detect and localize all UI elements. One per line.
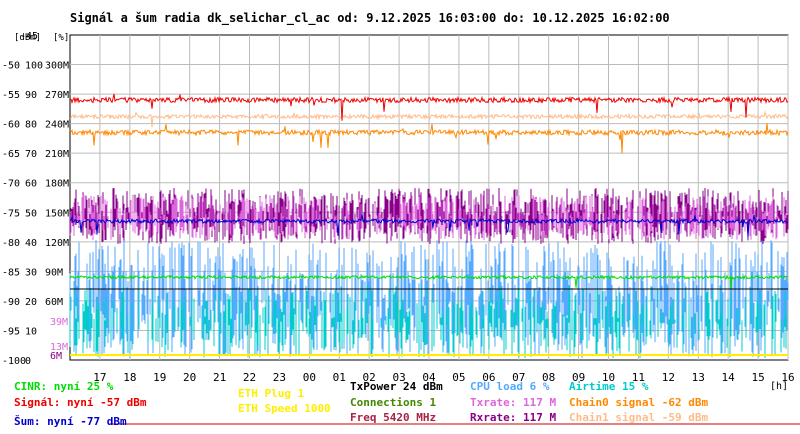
y-axis-pct-unit: [%] [53,33,69,43]
x-tick-label: 06 [482,371,495,384]
chart-title: Signál a šum radia dk_selichar_cl_ac od:… [70,11,670,26]
y-tick-dbm: -60 [2,120,20,131]
y-tick-rate: 300M [45,61,69,72]
x-tick-label: 12 [662,371,675,384]
y-tick-rate-small: 6M [50,351,62,362]
legend-chain0: Chain0 signal -62 dBm [569,396,709,409]
y-tick-pct: 0 [25,356,31,367]
x-tick-label: 18 [123,371,136,384]
y-tick-pct: 100 [25,61,43,72]
x-tick-label: 14 [722,371,736,384]
y-tick-dbm: -90 [2,297,20,308]
y-tick-dbm: -95 [2,326,20,337]
x-tick-label: 23 [273,371,286,384]
legend-eth-speed: ETH Speed 1000 [238,402,331,415]
y-tick-rate: 60M [45,297,63,308]
legend-freq: Freq 5420 MHz [350,411,437,424]
legend-txrate: Txrate: 117 M [470,396,557,409]
y-tick-rate-small: 13M [50,342,68,353]
x-tick-label: 08 [542,371,555,384]
legend-signal: Signál: nyní -57 dBm [14,396,147,409]
y-tick-rate: 180M [45,179,69,190]
y-tick-pct: 50 [25,208,37,219]
legend-noise: Šum: nyní -77 dBm [14,415,127,428]
y-tick-dbm: -55 [2,90,20,101]
y-tick-rate: 120M [45,238,69,249]
y-tick-pct: 60 [25,179,37,190]
x-axis-unit: [h] [770,381,788,392]
axis-labels: 17 18 19 20 21 22 23 00 01 02 03 04 05 06 07 08 09 10 11 12… [2,31,795,384]
y-tick-dbm: -85 [2,267,20,278]
legend-eth-plug: ETH Plug 1 [238,387,305,400]
x-tick-label: 05 [452,371,465,384]
y-tick-rate-small: 39M [50,317,68,328]
y-tick-dbm: -75 [2,208,20,219]
y-tick-rate: 270M [45,90,69,101]
y-tick-pct: 90 [25,90,37,101]
legend-chain1: Chain1 signal -59 dBm [569,411,709,424]
x-tick-label: 15 [751,371,764,384]
x-tick-label: 13 [692,371,705,384]
x-tick-label: 16 [781,371,794,384]
x-tick-label: 02 [363,371,376,384]
legend-connections: Connections 1 [350,396,437,409]
y-tick-dbm: -45 [20,31,38,42]
chain1-series [69,110,789,128]
y-tick-pct: 30 [25,267,37,278]
noise-series [69,213,789,238]
y-tick-rate: 210M [45,149,69,160]
y-tick-dbm: -80 [2,238,20,249]
x-tick-label: 09 [572,371,585,384]
cinr-series [69,274,789,289]
x-tick-label: 07 [512,371,525,384]
x-tick-label: 03 [392,371,405,384]
y-tick-pct: 80 [25,120,37,131]
legend-cinr: CINR: nyní 25 % [14,380,114,393]
y-tick-pct: 70 [25,149,37,160]
y-tick-dbm: -70 [2,179,20,190]
y-tick-dbm: -50 [2,61,20,72]
legend-txpower: TxPower 24 dBm [350,380,443,393]
legend-airtime: Airtime 15 % [569,380,649,393]
y-tick-pct: 20 [25,297,37,308]
x-tick-label: 19 [153,371,166,384]
y-tick-rate: 240M [45,120,69,131]
x-tick-label: 10 [602,371,615,384]
chain0-series [69,123,789,154]
x-tick-label: 20 [183,371,196,384]
x-tick-label: 04 [422,371,436,384]
y-tick-pct: 40 [25,238,37,249]
x-tick-label: 22 [243,371,256,384]
x-tick-label: 21 [213,371,226,384]
y-axis-dbm-unit: [dBm] [14,33,41,43]
x-tick-label: 01 [333,371,346,384]
airtime-series [69,285,787,358]
y-tick-dbm: -100 [2,356,26,367]
legend-rxrate: Rxrate: 117 M [470,411,557,424]
series-marks [69,93,800,425]
y-tick-dbm: -65 [2,149,20,160]
y-tick-rate: 90M [45,267,63,278]
y-tick-rate: 150M [45,208,69,219]
x-tick-label: 17 [93,371,106,384]
x-tick-label: 00 [303,371,316,384]
y-tick-pct: 10 [25,326,37,337]
x-tick-label: 11 [632,371,645,384]
signal-series [69,93,789,121]
legend-cpu: CPU load 6 % [470,380,550,393]
